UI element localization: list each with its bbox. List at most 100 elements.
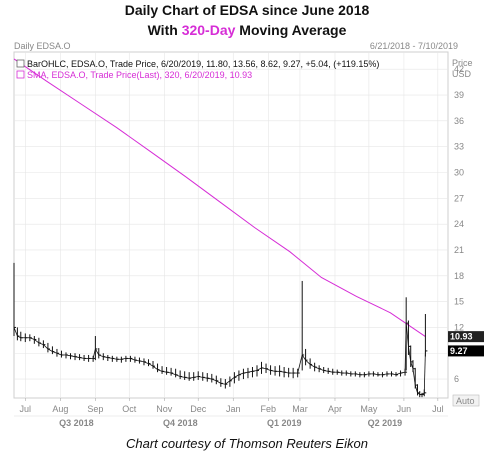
sma-tag-box xyxy=(448,331,484,343)
price-connector xyxy=(95,348,100,356)
price-connector xyxy=(270,370,276,372)
price-connector xyxy=(143,361,149,364)
price-connector xyxy=(152,365,158,370)
title-prefix: With xyxy=(147,22,182,38)
price-connector xyxy=(38,342,44,346)
price-connector xyxy=(238,372,244,376)
price-connector xyxy=(265,368,271,371)
price-connector xyxy=(107,357,113,359)
month-label: Nov xyxy=(156,404,173,414)
price-connector xyxy=(74,356,80,358)
price-connector xyxy=(405,323,409,347)
chart-label: Daily EDSA.O xyxy=(14,41,71,51)
price-tag-text: 9.27 xyxy=(450,346,468,356)
price-connector xyxy=(130,358,136,361)
quarter-label: Q2 2019 xyxy=(368,418,403,428)
price-connector xyxy=(297,354,303,374)
price-connector xyxy=(148,363,154,367)
price-connector xyxy=(157,369,163,372)
price-connector xyxy=(112,358,117,360)
price-connector xyxy=(134,359,140,362)
price-connector xyxy=(211,378,217,382)
price-connector xyxy=(92,348,96,359)
price-connector xyxy=(79,357,85,359)
price-connector xyxy=(404,323,407,373)
price-connector xyxy=(234,374,240,378)
y-tick-label: 27 xyxy=(454,193,464,203)
auto-button-box[interactable] xyxy=(452,394,480,407)
chart-caption: Chart courtesy of Thomson Reuters Eikon xyxy=(125,436,369,451)
y-tick-label: 42 xyxy=(454,64,464,74)
price-connector xyxy=(103,356,108,358)
legend-ohlc-marker[interactable] xyxy=(16,59,25,68)
price-connector xyxy=(284,371,289,374)
date-range: 6/21/2018 - 7/10/2019 xyxy=(370,41,458,51)
price-connector xyxy=(323,370,329,372)
price-connector xyxy=(29,337,35,340)
month-label: Jul xyxy=(20,404,32,414)
legend: BarOHLC, EDSA.O, Trade Price, 6/20/2019,… xyxy=(16,59,379,80)
price-connector xyxy=(414,384,418,393)
plot-area xyxy=(13,51,449,399)
price-connector xyxy=(13,327,18,337)
sma-tag-text: 10.93 xyxy=(450,332,473,342)
legend-ohlc: BarOHLC, EDSA.O, Trade Price, 6/20/2019,… xyxy=(27,59,379,69)
title-suffix: Moving Average xyxy=(235,22,347,38)
price-connector xyxy=(309,364,315,368)
price-value-tag: 9.27 xyxy=(448,345,484,357)
price-connector xyxy=(355,373,360,376)
price-connector xyxy=(43,344,49,350)
price-connector xyxy=(220,382,226,385)
y-tick-label: 12 xyxy=(454,322,464,332)
y-tick-label: 39 xyxy=(454,90,464,100)
price-connector xyxy=(216,380,222,384)
price-connector xyxy=(202,376,208,379)
price-connector xyxy=(121,358,126,360)
x-axis: Jul Aug Sep Oct Nov Dec Jan Feb Mar Apr May Jun Jul Q… xyxy=(14,398,448,428)
axis-header-currency: USD xyxy=(452,69,472,79)
price-connector xyxy=(225,380,231,385)
price-connector xyxy=(412,368,416,386)
price-connector xyxy=(70,355,76,358)
price-connector xyxy=(256,367,262,371)
auto-button-label[interactable]: Auto xyxy=(456,396,475,406)
price-connector xyxy=(47,348,53,352)
price-connector xyxy=(319,368,324,371)
quarter-label: Q4 2018 xyxy=(163,418,198,428)
quarter-label: Q3 2018 xyxy=(59,418,94,428)
price-connector xyxy=(400,371,406,374)
price-connector xyxy=(305,359,311,365)
y-tick-label: 15 xyxy=(454,297,464,307)
month-label: Mar xyxy=(292,404,308,414)
price-connector xyxy=(34,339,40,344)
month-label: Oct xyxy=(122,404,137,414)
price-connector xyxy=(193,376,199,378)
month-label: Jul xyxy=(432,404,444,414)
auto-scale-button[interactable]: Auto xyxy=(452,394,480,407)
price-connector xyxy=(423,350,426,393)
price-connector xyxy=(139,360,145,363)
y-tick-label: 33 xyxy=(454,142,464,152)
quarter-label: Q1 2019 xyxy=(267,418,302,428)
price-connector xyxy=(175,374,181,377)
y-axis: 691215182124273033363942 xyxy=(454,64,464,384)
month-label: Sep xyxy=(87,404,103,414)
price-tag-box xyxy=(448,345,484,357)
price-connector xyxy=(98,354,104,358)
price-connector xyxy=(65,354,71,357)
chart-title-line-2: With 320-Day Moving Average xyxy=(0,22,494,38)
price-connector xyxy=(410,361,414,369)
legend-sma-marker[interactable] xyxy=(16,70,25,79)
price-connector xyxy=(247,370,253,373)
price-series xyxy=(13,262,428,398)
axis-header-price: Price xyxy=(452,58,473,68)
y-tick-label: 18 xyxy=(454,271,464,281)
price-connector xyxy=(337,371,342,374)
price-connector xyxy=(198,376,203,378)
sma-series xyxy=(13,58,426,338)
price-connector xyxy=(189,376,194,379)
month-label: Apr xyxy=(328,404,342,414)
price-connector xyxy=(314,366,320,370)
price-connector xyxy=(166,371,172,374)
